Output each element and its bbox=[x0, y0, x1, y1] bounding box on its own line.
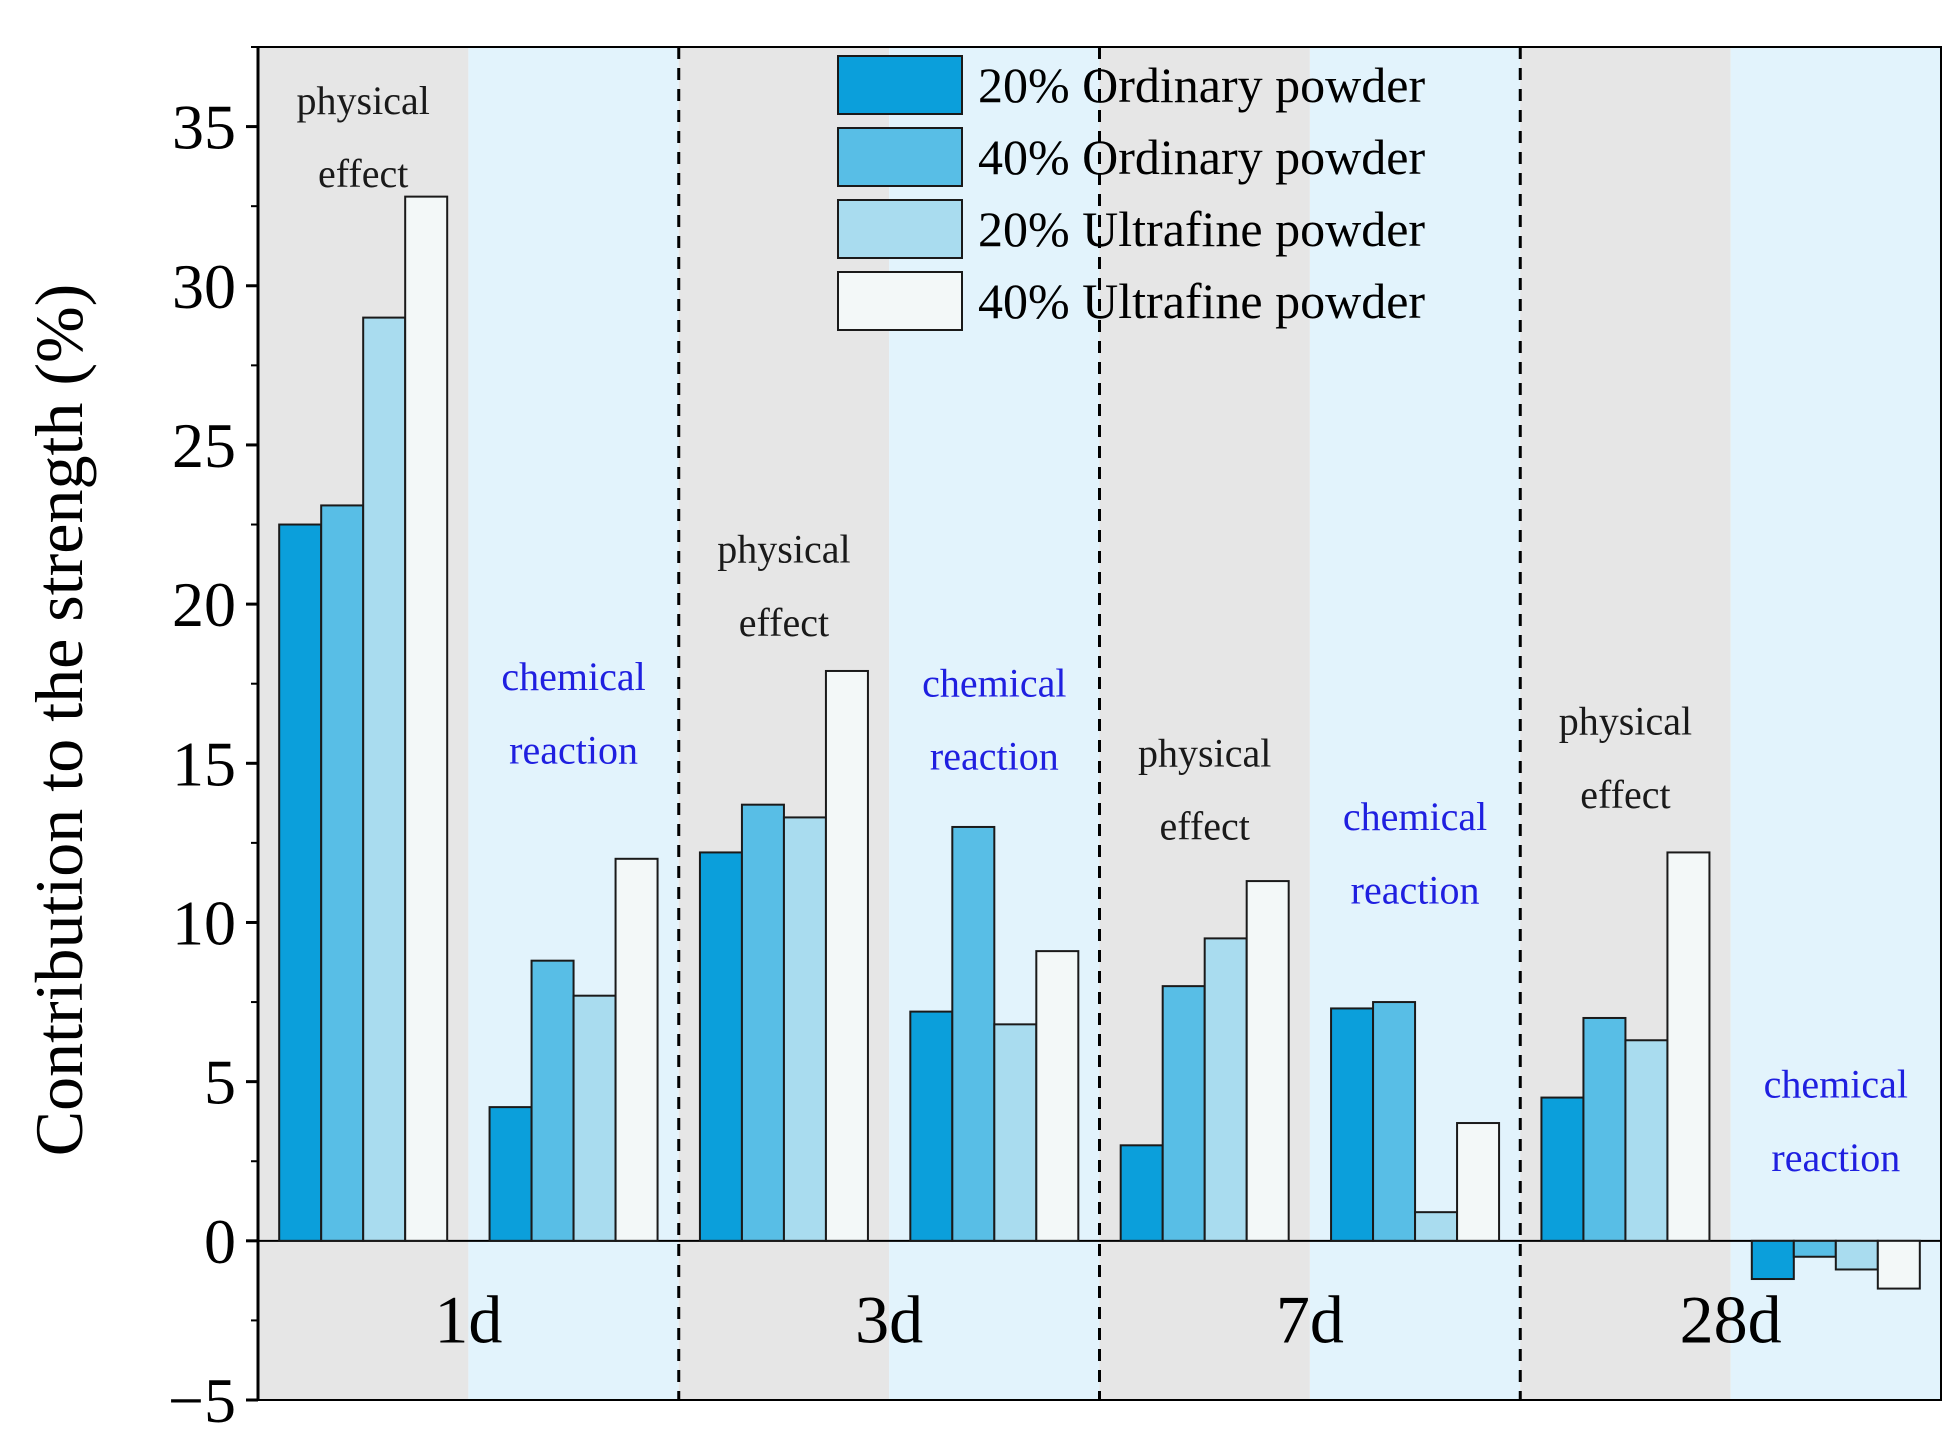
bar-28d-physical-4 bbox=[1666, 851, 1711, 1242]
physical-effect-label-1d: effect bbox=[318, 151, 408, 196]
bar-1d-chemical-3 bbox=[572, 994, 617, 1242]
y-tick-label: 0 bbox=[204, 1206, 236, 1277]
chemical-reaction-label-3d: reaction bbox=[930, 734, 1059, 779]
bar-3d-physical-1 bbox=[698, 851, 743, 1242]
legend: 20% Ordinary powder 40% Ordinary powder 20… bbox=[837, 55, 1425, 331]
bar-1d-physical-1 bbox=[278, 523, 323, 1242]
bar-7d-chemical-4 bbox=[1456, 1122, 1501, 1242]
y-tick-label: 25 bbox=[172, 410, 236, 481]
period-label-3d: 3d bbox=[855, 1282, 923, 1358]
bars bbox=[278, 195, 1921, 1290]
period-label-7d: 7d bbox=[1276, 1282, 1344, 1358]
bar-7d-physical-1 bbox=[1119, 1144, 1164, 1242]
bar-3d-chemical-2 bbox=[951, 825, 996, 1242]
bar-1d-chemical-4 bbox=[614, 857, 659, 1242]
legend-swatch-2 bbox=[837, 127, 963, 187]
physical-effect-label-28d: physical bbox=[1559, 699, 1692, 744]
bar-7d-chemical-2 bbox=[1372, 1001, 1417, 1242]
legend-swatch-4 bbox=[837, 271, 963, 331]
bar-3d-chemical-1 bbox=[909, 1010, 954, 1242]
physical-effect-label-28d: effect bbox=[1580, 772, 1670, 817]
bar-1d-physical-3 bbox=[362, 316, 407, 1242]
legend-label-1: 20% Ordinary powder bbox=[978, 57, 1425, 113]
y-tick-label: 30 bbox=[172, 251, 236, 322]
bar-7d-physical-4 bbox=[1245, 880, 1290, 1242]
y-tick-label: −5 bbox=[168, 1365, 236, 1436]
bar-1d-physical-4 bbox=[404, 195, 449, 1242]
bar-28d-chemical-2 bbox=[1792, 1239, 1837, 1258]
y-tick-label: 10 bbox=[172, 887, 236, 958]
physical-effect-label-7d: physical bbox=[1138, 730, 1271, 775]
period-label-1d: 1d bbox=[434, 1282, 502, 1358]
y-tick-label: 20 bbox=[172, 569, 236, 640]
chemical-reaction-label-7d: chemical bbox=[1343, 794, 1487, 839]
bar-3d-physical-3 bbox=[782, 816, 827, 1242]
chemical-band-28d bbox=[1730, 47, 1941, 1400]
bar-7d-chemical-1 bbox=[1330, 1007, 1375, 1242]
bar-3d-chemical-3 bbox=[993, 1023, 1038, 1242]
period-label-28d: 28d bbox=[1680, 1282, 1782, 1358]
region-annotations: physical effect chemical reaction physical ef… bbox=[297, 78, 1908, 1180]
bar-1d-chemical-2 bbox=[530, 959, 575, 1242]
bar-28d-physical-2 bbox=[1582, 1016, 1627, 1242]
chemical-reaction-label-3d: chemical bbox=[922, 660, 1066, 705]
legend-swatch-1 bbox=[837, 55, 963, 115]
physical-effect-label-3d: physical bbox=[717, 527, 850, 572]
legend-swatch-3 bbox=[837, 199, 963, 259]
bar-7d-chemical-3 bbox=[1414, 1211, 1459, 1242]
chemical-reaction-label-1d: chemical bbox=[501, 654, 645, 699]
physical-effect-label-1d: physical bbox=[297, 78, 430, 123]
period-labels: 1d 3d 7d 28d bbox=[434, 1282, 1781, 1358]
bar-28d-physical-3 bbox=[1624, 1039, 1669, 1242]
period-separators bbox=[677, 47, 1522, 1400]
y-tick-label: 15 bbox=[172, 728, 236, 799]
y-axis: −5 0 5 10 15 20 25 30 35 bbox=[168, 46, 1942, 1436]
y-tick-label: 35 bbox=[172, 92, 236, 163]
y-tick-label: 5 bbox=[204, 1047, 236, 1118]
bar-7d-physical-3 bbox=[1203, 937, 1248, 1242]
bar-1d-physical-2 bbox=[320, 504, 365, 1242]
chemical-reaction-label-1d: reaction bbox=[509, 727, 638, 772]
chemical-reaction-label-28d: reaction bbox=[1771, 1135, 1900, 1180]
bar-3d-physical-2 bbox=[740, 803, 785, 1242]
chemical-reaction-label-28d: chemical bbox=[1764, 1062, 1908, 1107]
bar-28d-physical-1 bbox=[1540, 1096, 1585, 1242]
bar-28d-chemical-3 bbox=[1834, 1239, 1879, 1271]
bar-1d-chemical-1 bbox=[488, 1106, 533, 1242]
bar-28d-chemical-1 bbox=[1750, 1239, 1795, 1281]
legend-label-4: 40% Ultrafine powder bbox=[978, 273, 1425, 329]
bar-28d-chemical-4 bbox=[1876, 1239, 1921, 1290]
y-axis-label: Contribution to the strength (%) bbox=[21, 284, 97, 1157]
bar-7d-physical-2 bbox=[1161, 985, 1206, 1242]
bar-3d-physical-4 bbox=[824, 669, 869, 1242]
bar-3d-chemical-4 bbox=[1035, 950, 1080, 1242]
legend-label-3: 20% Ultrafine powder bbox=[978, 201, 1425, 257]
physical-effect-label-3d: effect bbox=[739, 600, 829, 645]
legend-label-2: 40% Ordinary powder bbox=[978, 129, 1425, 185]
chemical-reaction-label-7d: reaction bbox=[1351, 867, 1480, 912]
physical-effect-label-7d: effect bbox=[1160, 804, 1250, 849]
